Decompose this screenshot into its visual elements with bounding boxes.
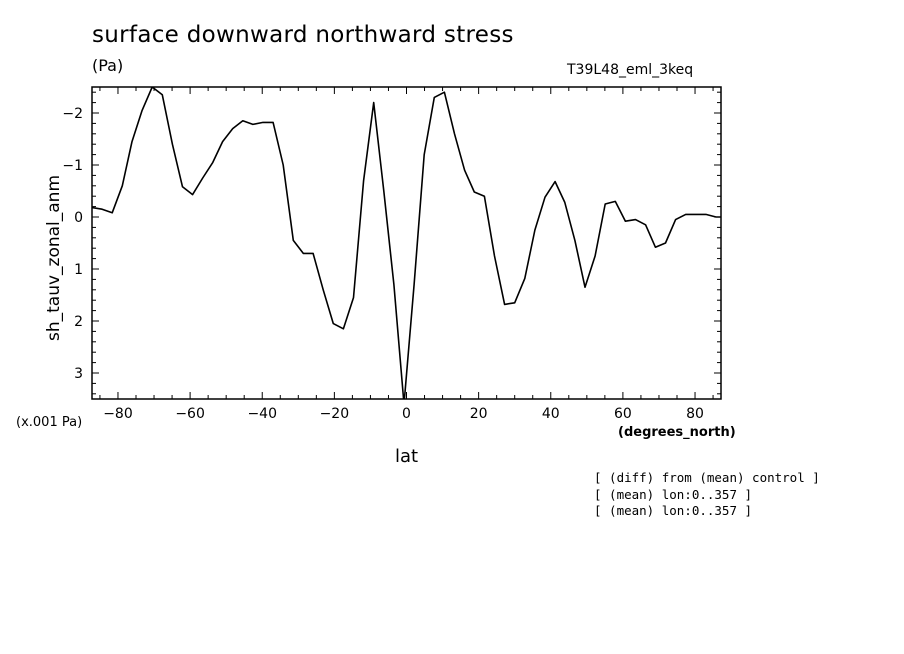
x-axis-label: lat xyxy=(395,446,419,467)
x-tick-label: 0 xyxy=(402,406,411,422)
plot-frame xyxy=(91,86,722,400)
run-name: T39L48_eml_3keq xyxy=(567,62,694,78)
y-tick-label: −1 xyxy=(62,158,83,174)
ticks-layer xyxy=(92,87,721,399)
x-tick-label: −60 xyxy=(175,406,205,422)
x-axis-units: (degrees_north) xyxy=(618,425,736,440)
x-tick-label: 60 xyxy=(614,406,632,422)
note-mean-lon-2: [ (mean) lon:0..357 ] xyxy=(594,503,753,518)
chart-title: surface downward northward stress xyxy=(92,22,514,48)
x-tick-label: −40 xyxy=(247,406,277,422)
units-label: (Pa) xyxy=(92,56,124,75)
tick-labels-layer: −80 −60 −40 −20 0 20 40 60 80 −2 −1 0 1 2 3 xyxy=(62,106,704,422)
y-tick-label: 1 xyxy=(74,262,83,278)
note-diff: [ (diff) from (mean) control ] xyxy=(594,470,820,485)
x-tick-label: 80 xyxy=(686,406,704,422)
note-mean-lon-1: [ (mean) lon:0..357 ] xyxy=(594,487,753,502)
x-tick-label: −80 xyxy=(103,406,133,422)
series-layer xyxy=(92,87,721,399)
x-tick-label: 40 xyxy=(542,406,560,422)
y-scale-note: (x.001 Pa) xyxy=(16,415,83,430)
y-tick-label: 3 xyxy=(74,366,83,382)
x-tick-label: −20 xyxy=(320,406,350,422)
x-tick-label: 20 xyxy=(470,406,488,422)
y-tick-label: 0 xyxy=(74,210,83,226)
y-tick-label: 2 xyxy=(74,314,83,330)
y-tick-label: −2 xyxy=(62,106,83,122)
series-line xyxy=(92,87,721,399)
